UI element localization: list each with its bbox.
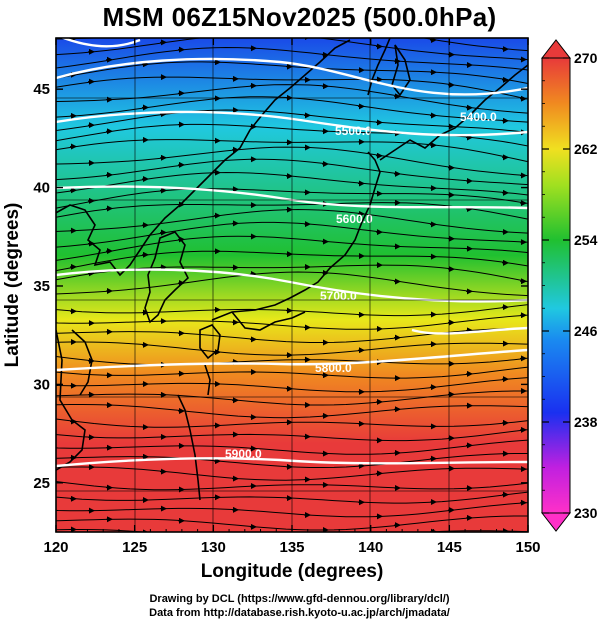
colorbar-tick-label: 246 bbox=[574, 323, 598, 339]
contour-label: 5600.0 bbox=[336, 212, 373, 226]
streamline bbox=[56, 38, 528, 61]
height-contours bbox=[56, 38, 528, 468]
x-tick-label: 145 bbox=[437, 539, 462, 556]
colorbar-tick-label: 238 bbox=[574, 414, 598, 430]
contour-label: 5500.0 bbox=[335, 124, 372, 138]
streamline bbox=[56, 38, 528, 52]
colorbar: 230 238 246 254 262 270 bbox=[540, 39, 598, 532]
x-tick-label: 120 bbox=[43, 539, 68, 556]
x-axis-label: Longitude (degrees) bbox=[201, 561, 384, 582]
colorbar-tick-label: 262 bbox=[574, 141, 598, 157]
y-axis: 25 30 35 40 45 bbox=[33, 81, 528, 492]
colorbar-body bbox=[541, 57, 571, 514]
x-tick-label: 130 bbox=[201, 539, 226, 556]
credit-data-source: Data from http://database.rish.kyoto-u.a… bbox=[149, 607, 450, 619]
colorbar-top-arrow bbox=[540, 39, 572, 59]
y-tick-label: 45 bbox=[33, 81, 50, 98]
contour-label: 5900.0 bbox=[225, 447, 262, 461]
x-tick-label: 125 bbox=[122, 539, 147, 556]
x-tick-label: 150 bbox=[515, 539, 540, 556]
contour-label: 5700.0 bbox=[320, 289, 357, 303]
streamline bbox=[56, 529, 528, 532]
colorbar-tick-label: 230 bbox=[574, 505, 598, 521]
y-axis-label: Latitude (degrees) bbox=[2, 203, 23, 368]
contour-label: 5800.0 bbox=[315, 361, 352, 375]
x-tick-label: 140 bbox=[358, 539, 383, 556]
y-tick-label: 25 bbox=[33, 475, 50, 492]
contour-label: 5400.0 bbox=[460, 110, 497, 124]
colorbar-bottom-arrow bbox=[540, 512, 572, 532]
x-tick-label: 135 bbox=[279, 539, 304, 556]
coastlines bbox=[56, 38, 528, 501]
credit-dcl: Drawing by DCL (https://www.gfd-dennou.o… bbox=[149, 593, 450, 605]
colorbar-tick-label: 270 bbox=[574, 50, 598, 66]
grid-lines bbox=[56, 38, 528, 532]
y-tick-label: 40 bbox=[33, 180, 50, 197]
colorbar-tick-label: 254 bbox=[574, 232, 598, 248]
x-axis: 120 125 130 135 140 145 150 bbox=[43, 38, 541, 556]
chart-title: MSM 06Z15Nov2025 (500.0hPa) bbox=[102, 2, 497, 32]
y-tick-label: 30 bbox=[33, 376, 50, 393]
y-tick-label: 35 bbox=[33, 278, 50, 295]
